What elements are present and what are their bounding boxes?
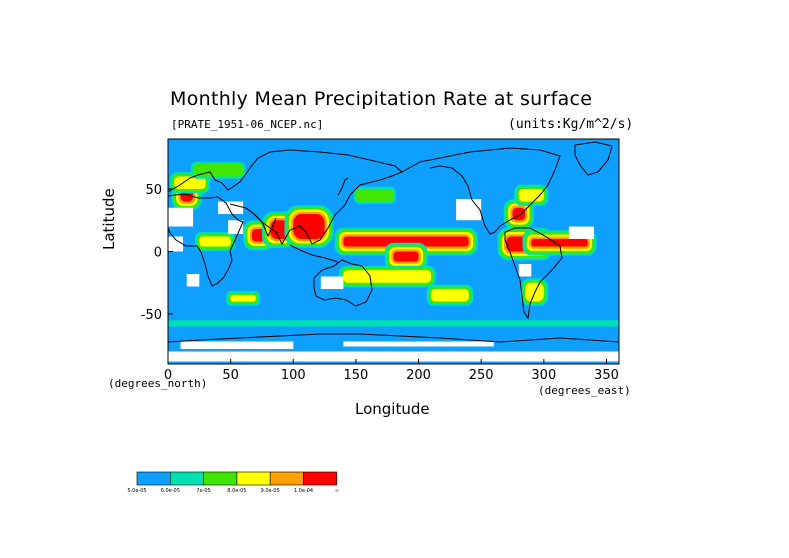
colorbar-label-4: 9.0e-05	[261, 488, 280, 494]
missing-cell-11	[343, 341, 494, 347]
missing-data-cells	[168, 199, 619, 362]
coastline-south-america	[504, 227, 563, 320]
coastline-indonesia	[289, 244, 339, 263]
y-tick-label--50: -50	[141, 308, 162, 323]
x-tick-label-150: 150	[344, 368, 369, 383]
missing-cell-4	[168, 236, 184, 252]
precip-region-10-band-3	[343, 270, 432, 283]
missing-cell-1	[218, 201, 244, 214]
missing-cell-0	[168, 207, 194, 227]
precip-region-16-band-2	[355, 189, 394, 202]
chart-title: Monthly Mean Precipitation Rate at surfa…	[170, 88, 593, 110]
colorbar: 5.0e-05 6.0e-05 7e-05 8.0e-05 9.0e-05 1.0e-04…	[127, 471, 339, 494]
units-label: (units:Kg/m^2/s)	[508, 117, 634, 132]
file-label: [PRATE_1951-06_NCEP.nc]	[171, 118, 324, 131]
precip-region-11-band-3	[431, 289, 469, 302]
colorbar-swatch-1	[170, 471, 204, 486]
x-axis-ticks: 0 50 100 150 200 250 300 350	[164, 359, 619, 383]
precip-region-6-band-5	[512, 207, 526, 221]
colorbar-label-6: ∞	[335, 488, 339, 494]
x-tick-label-0: 0	[164, 368, 172, 383]
x-axis-label: Longitude	[355, 400, 430, 418]
precip-region-9-band-3	[199, 236, 231, 247]
missing-cell-6	[320, 276, 344, 289]
missing-cell-5	[568, 226, 594, 239]
precip-region-3-band-5	[293, 214, 325, 239]
precip-region-14-band-3	[518, 189, 544, 202]
x-tick-label-200: 200	[406, 368, 431, 383]
missing-cell-10	[180, 341, 294, 349]
precip-region-8-band-5	[393, 251, 419, 262]
coastline-antarctica	[168, 333, 619, 343]
x-tick-label-50: 50	[222, 368, 239, 383]
colorbar-swatch-0	[136, 471, 171, 486]
colorbar-label-0: 5.0e-05	[127, 488, 146, 494]
y-tick-label-0: 0	[154, 246, 162, 261]
missing-cell-9	[168, 351, 619, 362]
colorbar-label-2: 7e-05	[196, 488, 210, 494]
coastline-india	[245, 207, 277, 238]
coastline-australia	[313, 259, 373, 307]
precip-region-12-band-3	[230, 295, 256, 302]
colorbar-swatch-4	[269, 471, 304, 486]
coastline-africa	[168, 193, 244, 287]
x-tick-label-250: 250	[469, 368, 494, 383]
colorbar-swatch-3	[236, 471, 271, 486]
colorbar-label-5: 1.0e-04	[294, 488, 313, 494]
precip-region-18-band-1	[168, 320, 619, 327]
coastlines	[168, 141, 619, 343]
y-tick-label-50: 50	[145, 183, 162, 198]
coastline-japan	[337, 177, 349, 196]
missing-cell-8	[518, 264, 532, 277]
precip-regions	[168, 161, 619, 327]
y-unit-label: (degrees_east)	[538, 384, 631, 397]
colorbar-label-1: 6.0e-05	[161, 488, 180, 494]
colorbar-label-3: 8.0e-05	[227, 488, 246, 494]
x-unit-label: (degrees_north)	[108, 377, 208, 390]
missing-cell-3	[456, 199, 482, 221]
colorbar-swatch-5	[303, 471, 338, 486]
coastline-greenland	[574, 141, 613, 176]
precip-region-5-band-5	[531, 239, 588, 247]
coastline-eurasia	[168, 149, 403, 246]
precip-region-15-band-3	[174, 176, 206, 189]
precip-region-0-band-5	[343, 236, 469, 247]
precip-region-2-band-5	[270, 220, 289, 239]
coastline-north-america	[401, 147, 561, 235]
x-tick-label-300: 300	[531, 368, 556, 383]
y-axis-ticks: 50 0 -50	[141, 183, 173, 323]
missing-cell-7	[186, 274, 200, 287]
colorbar-swatch-2	[203, 471, 238, 486]
x-tick-label-100: 100	[281, 368, 306, 383]
x-tick-label-350: 350	[594, 368, 619, 383]
